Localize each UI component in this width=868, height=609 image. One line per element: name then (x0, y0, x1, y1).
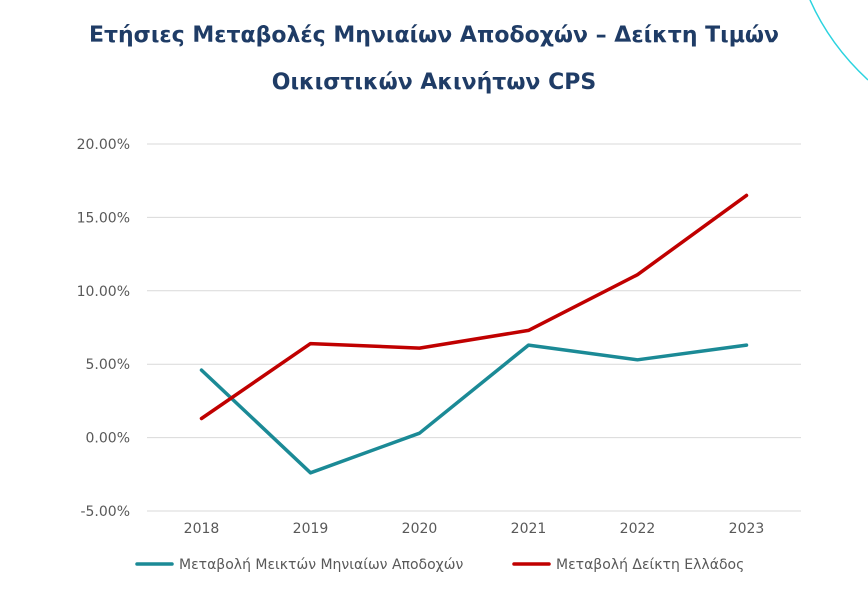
y-tick-label: 10.00% (77, 284, 130, 300)
y-tick-label: 0.00% (86, 431, 130, 447)
series-line-1 (199, 343, 749, 475)
chart-title: Ετήσιες Μεταβολές Μηνιαίων Αποδοχών – Δε… (0, 12, 868, 106)
y-tick-label: 20.00% (77, 137, 130, 153)
y-tick-label: 5.00% (86, 357, 130, 373)
x-tick-label: 2019 (293, 521, 329, 537)
series-line-2 (199, 193, 749, 421)
legend-label-2: Μεταβολή Δείκτη Ελλάδος (556, 557, 744, 573)
legend-label-1: Μεταβολή Μεικτών Μηνιαίων Αποδοχών (179, 557, 463, 573)
x-tick-label: 2020 (402, 521, 438, 537)
x-tick-label: 2022 (620, 521, 656, 537)
x-tick-label: 2021 (511, 521, 547, 537)
x-tick-label: 2023 (729, 521, 765, 537)
x-tick-label: 2018 (184, 521, 220, 537)
chart-title-line-2: Οικιστικών Ακινήτων CPS (271, 70, 597, 95)
chart-title-line-1: Ετήσιες Μεταβολές Μηνιαίων Αποδοχών – Δε… (88, 23, 780, 48)
y-tick-label: -5.00% (80, 504, 130, 520)
y-tick-label: 15.00% (77, 210, 130, 226)
